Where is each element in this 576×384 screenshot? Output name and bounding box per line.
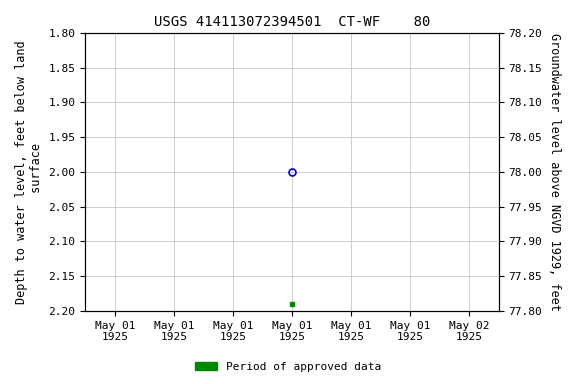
Y-axis label: Groundwater level above NGVD 1929, feet: Groundwater level above NGVD 1929, feet <box>548 33 561 311</box>
Y-axis label: Depth to water level, feet below land
 surface: Depth to water level, feet below land su… <box>15 40 43 304</box>
Title: USGS 414113072394501  CT-WF    80: USGS 414113072394501 CT-WF 80 <box>154 15 430 29</box>
Legend: Period of approved data: Period of approved data <box>191 358 385 377</box>
